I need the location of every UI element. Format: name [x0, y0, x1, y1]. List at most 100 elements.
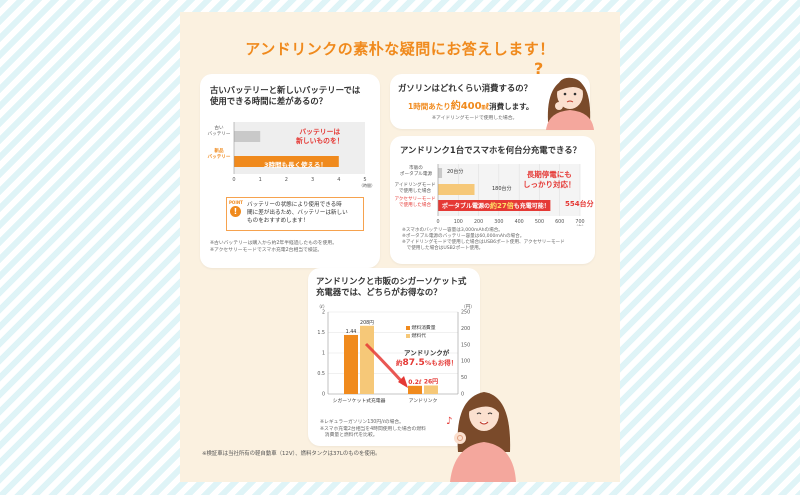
page-title: アンドリンクの素朴な疑問にお答えします！ — [245, 40, 555, 58]
smartphone-x-tick-label: 500 — [535, 219, 544, 225]
label-idling-1: アイドリングモード — [394, 183, 436, 188]
point-text-1: バッテリーの状態により使用できる時 — [247, 202, 342, 208]
battery-card: 古いバッテリーと新しいバッテリーでは 使用できる時間に差があるの？ 0 1 2 3 4 5… — [200, 74, 380, 268]
point-label: POINT — [229, 200, 243, 205]
count-portable: 20台分 — [447, 169, 464, 175]
battery-callout-2: 新しいものを！ — [296, 137, 344, 145]
battery-note-2: ※アクセサリーモードでスマホ充電2台相当で検証。 — [210, 247, 323, 253]
cigar-right-tick-label: 50 — [461, 375, 467, 381]
battery-question-line1: 古いバッテリーと新しいバッテリーでは — [210, 85, 361, 95]
smartphone-x-tick-label: 700 — [575, 219, 584, 225]
cigar-card: アンドリンクと市販のシガーソケット式 充電器では、どちらがお得なの？ 0 0.5 1… — [308, 268, 480, 446]
battery-note-1: ※古いバッテリーは購入から約2年半経過したものを使用。 — [210, 241, 337, 246]
battery-x-tick-label: 3 — [311, 177, 314, 183]
gasoline-answer-value: 約400 — [450, 101, 482, 112]
old-battery-label: 古い バッテリー — [206, 126, 232, 138]
portable-bar — [438, 168, 443, 178]
accessory-bar — [438, 200, 551, 211]
gasoline-answer-pre: 1時間あたり — [408, 102, 451, 111]
footer-note: ※検証車は当社所有の軽自動車（12V）、燃料タンクは37Lのものを使用。 — [202, 451, 381, 457]
cigar-chart: 0 0.5 1 1.5 2 0 50 100 150 200 250 （ℓ） （円） 1.44208円シガ… — [317, 304, 475, 404]
battery-x-axis-unit: （時間） — [359, 182, 375, 188]
cigar-question: アンドリンクと市販のシガーソケット式 充電器では、どちらがお得なの？ — [316, 276, 466, 298]
cigar-right-tick-label: 250 — [461, 310, 470, 316]
battery-question: 古いバッテリーと新しいバッテリーでは 使用できる時間に差があるの？ — [210, 85, 360, 107]
battery-bar-text: 3時間も長く使える！ — [264, 161, 327, 169]
accessory-bar-text: ポータブル電源の約27倍も充電可能！ — [442, 201, 550, 211]
cigar-category-label: アンドリンク — [409, 398, 438, 404]
old-battery-label-2: バッテリー — [207, 132, 231, 137]
smartphone-x-tick-label: 400 — [515, 219, 524, 225]
cigar-right-tick-label: 0 — [461, 392, 464, 398]
new-battery-label: 新品 バッテリー — [206, 149, 232, 161]
content-panel: アンドリンクの素朴な疑問にお答えします！ 古いバッテリーと新しいバッテリーでは … — [180, 12, 620, 482]
point-box: POINT ! バッテリーの状態により使用できる時 間に差が出るため、バッテリー… — [226, 197, 364, 231]
smartphone-x-tick-label: 600 — [555, 219, 564, 225]
cigar-left-tick-label: 1.5 — [317, 330, 325, 336]
label-idling-2: で使用した場合 — [398, 189, 432, 194]
cigar-callout-pre: 約 — [396, 359, 403, 367]
battery-notes: ※古いバッテリーは購入から約2年半経過したものを使用。 ※アクセサリーモードでス… — [210, 241, 337, 254]
cigar-right-tick-label: 100 — [461, 359, 470, 365]
legend-cost-label: 燃料代 — [411, 334, 426, 339]
accessory-bar-mid: 約27倍 — [490, 202, 514, 210]
label-portable-2: ポータブル電源 — [399, 172, 433, 177]
label-portable: 市販の ポータブル電源 — [398, 166, 434, 178]
battery-x-tick-label: 1 — [259, 177, 262, 183]
smartphone-note-4: で使用した場合はUSB2ポート使用。 — [402, 246, 484, 251]
cigar-right-axis-unit: （円） — [461, 304, 475, 310]
smartphone-note-3: ※アイドリングモードで使用した場合はUSB6ポート使用、アクセサリーモード — [402, 240, 565, 245]
fuel-bar — [344, 334, 358, 394]
cigar-left-tick-label: 1 — [322, 351, 325, 357]
idling-bar — [438, 184, 475, 195]
cigar-question-2: 充電器では、どちらがお得なの？ — [316, 287, 442, 297]
gasoline-answer-unit: ㎖ — [481, 102, 490, 111]
battery-x-tick-label: 4 — [337, 177, 340, 183]
legend-fuel-label: 燃料消費量 — [411, 326, 436, 331]
legend-fuel: 燃料消費量 — [406, 324, 436, 331]
count-idling: 180台分 — [492, 186, 512, 192]
fuel-data-label: 1.44 — [346, 329, 357, 335]
cigar-note-2: ※スマホ充電2台相当を4時間使用した場合の燃料 — [320, 426, 426, 432]
cigar-callout-1: アンドリンクが — [403, 349, 450, 357]
legend-cost-swatch — [406, 333, 410, 338]
old-battery-bar — [234, 131, 261, 142]
old-battery-label-1: 古い — [214, 126, 224, 131]
cigar-callout-post: %もお得！ — [424, 359, 458, 367]
label-accessory: アクセサリーモード で使用した場合 — [394, 197, 436, 209]
smartphone-x-axis-unit: （台） — [574, 223, 586, 226]
point-text-2: 間に差が出るため、バッテリーは新しい — [247, 210, 348, 216]
point-text: バッテリーの状態により使用できる時 間に差が出るため、バッテリーは新しい ものを… — [247, 201, 348, 225]
label-accessory-2: で使用した場合 — [398, 203, 432, 208]
battery-chart: 0 1 2 3 4 5（時間） — [232, 122, 375, 188]
cost-data-label: 26円 — [424, 378, 438, 385]
cigar-callout-2: 約87.5%もお得！ — [396, 358, 457, 368]
battery-callout-1: バッテリーは — [299, 128, 341, 136]
cigar-note-1: ※レギュラーガソリン130円/ℓの場合。 — [320, 420, 404, 425]
battery-x-tick-label: 2 — [285, 177, 288, 183]
smartphone-callout: 長期停電にも しっかり対応！ — [523, 170, 576, 190]
ok-woman-illustration: ♪ — [446, 392, 516, 482]
accessory-bar-pre: ポータブル電源の — [442, 203, 491, 210]
smartphone-notes: ※スマホのバッテリー容量は3,000mAhの場合。 ※ポータブル電源のバッテリー… — [402, 228, 565, 252]
smartphone-x-tick-label: 300 — [494, 219, 503, 225]
cigar-right-tick-label: 200 — [461, 326, 470, 332]
label-idling: アイドリングモード で使用した場合 — [394, 183, 436, 195]
smartphone-x-tick-label: 0 — [436, 219, 439, 225]
smartphone-note-1: ※スマホのバッテリー容量は3,000mAhの場合。 — [402, 228, 503, 233]
label-portable-1: 市販の — [409, 166, 423, 171]
cigar-question-1: アンドリンクと市販のシガーソケット式 — [316, 276, 467, 286]
smartphone-chart: 0 100 200 300 400 500 600 700（台） — [436, 164, 586, 226]
cost-data-label: 208円 — [360, 320, 374, 326]
count-accessory: 554台分 — [565, 200, 594, 208]
new-battery-bar — [234, 156, 339, 167]
savings-arrow-head — [398, 376, 408, 388]
smartphone-note-2: ※ポータブル電源のバッテリー容量は60,000mAhの場合。 — [402, 234, 525, 239]
fuel-data-label: 0.2ℓ — [408, 379, 422, 386]
legend-cost: 燃料代 — [406, 332, 426, 339]
cigar-left-tick-label: 0 — [322, 392, 325, 398]
exclamation-icon: ! — [230, 206, 241, 217]
fuel-bar — [408, 385, 422, 394]
gasoline-answer: 1時間あたり約400㎖消費します。 — [408, 97, 533, 112]
cigar-callout: アンドリンクが 約87.5%もお得！ — [396, 348, 457, 368]
